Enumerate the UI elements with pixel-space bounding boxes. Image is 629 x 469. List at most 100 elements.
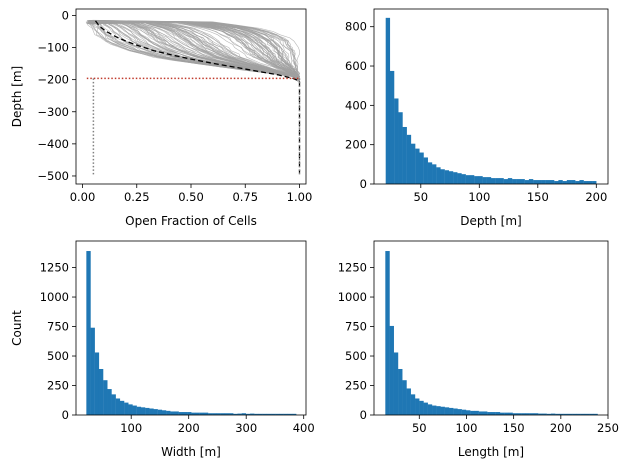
depth-xtick-label: 200 xyxy=(585,190,607,204)
length-xtick-label: 150 xyxy=(503,421,525,435)
profiles-trace-line xyxy=(90,21,300,82)
length-bar xyxy=(589,413,594,415)
profiles-xtick-label: 1.00 xyxy=(287,190,313,204)
width-bar xyxy=(119,400,125,415)
width-ytick-label: 1250 xyxy=(40,261,69,275)
width-panel: 100 200 300 400 0 250 500 750 1000 1250 Width [m… xyxy=(10,240,315,459)
width-bar xyxy=(287,413,293,415)
width-bar xyxy=(271,413,276,415)
length-bar xyxy=(470,410,475,415)
length-bar xyxy=(419,400,424,415)
length-bar xyxy=(393,352,399,415)
depth-bar xyxy=(545,180,551,184)
depth-bar xyxy=(503,179,508,184)
depth-xtick-label: 50 xyxy=(413,190,428,204)
depth-bar xyxy=(423,157,428,184)
depth-ytick-label: 0 xyxy=(360,177,367,191)
length-bar xyxy=(546,413,552,415)
width-ytick-label: 750 xyxy=(47,320,69,334)
width-xtick-label: 100 xyxy=(120,421,142,435)
width-bar xyxy=(124,402,129,415)
length-bar xyxy=(529,413,535,415)
width-ytick-label: 1000 xyxy=(40,290,69,304)
width-ytick-label: 250 xyxy=(47,379,69,393)
width-x-ticks: 100 200 300 400 xyxy=(120,415,315,435)
length-x-ticks: 50 100 150 200 250 xyxy=(412,415,619,435)
width-bar xyxy=(94,352,100,415)
width-bar xyxy=(241,413,247,415)
width-bar xyxy=(166,410,171,415)
depth-xlabel: Depth [m] xyxy=(460,214,521,228)
depth-bar xyxy=(415,148,420,184)
depth-bar xyxy=(541,180,546,184)
profiles-trace-line xyxy=(92,21,300,82)
length-bar xyxy=(512,413,518,415)
length-bar xyxy=(440,406,445,415)
depth-bar xyxy=(486,177,492,184)
depth-bar xyxy=(440,169,445,184)
depth-bar xyxy=(469,175,475,184)
length-bar xyxy=(567,413,573,415)
length-bar xyxy=(474,410,479,415)
width-bar xyxy=(216,413,221,415)
width-bar xyxy=(224,413,230,415)
depth-bar xyxy=(394,98,399,184)
length-bar xyxy=(461,409,467,415)
depth-bar xyxy=(533,180,538,184)
depth-bar xyxy=(465,175,471,184)
width-bar xyxy=(107,389,112,415)
depth-bar xyxy=(419,152,424,184)
width-bar xyxy=(258,413,263,415)
length-bar xyxy=(516,413,522,415)
width-bar xyxy=(229,413,234,415)
length-bar xyxy=(584,413,590,415)
depth-bar xyxy=(528,179,534,184)
length-axes-frame xyxy=(373,240,609,416)
length-ytick-label: 1000 xyxy=(338,290,367,304)
depth-bar xyxy=(579,180,584,184)
width-axes-frame xyxy=(75,240,307,416)
depth-bar xyxy=(575,181,580,184)
profiles-trace-line xyxy=(86,21,300,82)
depth-bar xyxy=(566,180,572,184)
length-plot-area xyxy=(385,251,598,415)
width-bar xyxy=(128,404,133,415)
depth-plot-area xyxy=(385,17,597,184)
depth-bar xyxy=(436,167,441,184)
width-plot-area xyxy=(86,251,297,415)
width-bar xyxy=(237,413,242,415)
length-bar xyxy=(550,413,556,415)
width-bar xyxy=(208,413,213,415)
width-bar xyxy=(111,394,116,415)
depth-bar xyxy=(495,178,500,184)
width-bar xyxy=(199,412,205,415)
length-bar xyxy=(478,411,484,415)
width-bar xyxy=(279,413,284,415)
length-ytick-label: 750 xyxy=(345,320,367,334)
length-bar xyxy=(432,405,437,415)
width-bar xyxy=(98,368,104,415)
depth-ytick-label: 200 xyxy=(345,138,367,152)
profiles-ytick-label: −400 xyxy=(37,137,69,151)
depth-panel: 50 100 150 200 0 200 400 600 800 Depth [m] xyxy=(345,8,609,228)
width-bar xyxy=(140,407,146,415)
length-bar xyxy=(576,413,581,415)
width-bar xyxy=(275,413,280,415)
length-xtick-label: 250 xyxy=(597,421,619,435)
length-bar xyxy=(466,410,471,415)
profiles-ytick-label: −500 xyxy=(37,169,69,183)
depth-bar xyxy=(554,181,559,184)
depth-bar xyxy=(491,178,496,184)
length-ytick-label: 0 xyxy=(360,408,367,422)
depth-bar xyxy=(457,173,462,184)
depth-bar xyxy=(587,181,593,184)
width-bar xyxy=(254,413,259,415)
length-bar xyxy=(521,413,526,415)
length-panel: 50 100 150 200 250 0 250 500 750 1000 1250 Length… xyxy=(338,240,619,459)
length-bar xyxy=(572,413,577,415)
length-xtick-label: 200 xyxy=(550,421,572,435)
depth-bar xyxy=(444,170,450,184)
length-bar xyxy=(415,398,420,415)
length-bar xyxy=(559,413,564,415)
length-bar xyxy=(423,402,428,415)
